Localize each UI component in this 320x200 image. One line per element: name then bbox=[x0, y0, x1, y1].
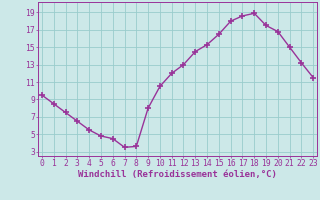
X-axis label: Windchill (Refroidissement éolien,°C): Windchill (Refroidissement éolien,°C) bbox=[78, 170, 277, 179]
